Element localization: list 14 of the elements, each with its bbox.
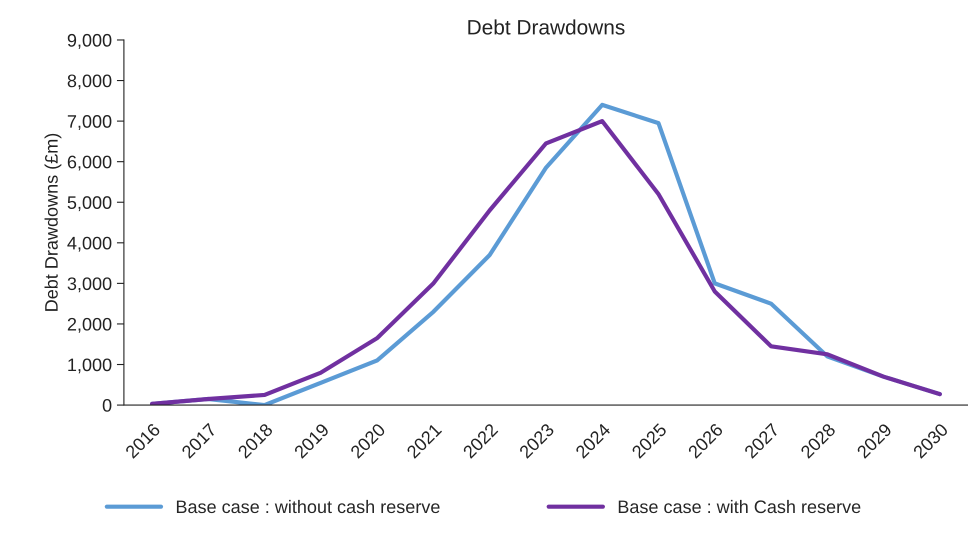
- legend-label: Base case : without cash reserve: [176, 500, 440, 514]
- y-tick-label: 4,000: [67, 236, 112, 252]
- y-axis-title: Debt Drawdowns (£m): [44, 134, 62, 311]
- y-tick-label: 5,000: [68, 196, 112, 212]
- y-tick-label: 3,000: [68, 277, 112, 292]
- chart-title: Debt Drawdowns: [468, 19, 625, 35]
- y-tick-label: 6,000: [68, 156, 112, 171]
- y-tick-label: 0: [102, 399, 112, 412]
- y-tick-label: 8,000: [68, 74, 112, 90]
- legend-label: Base case : with Cash reserve: [618, 500, 860, 514]
- y-tick-label: 2,000: [68, 318, 112, 333]
- y-tick-label: 1,000: [68, 358, 112, 374]
- y-tick-label: 9,000: [68, 34, 112, 49]
- y-tick-label: 7,000: [68, 115, 112, 130]
